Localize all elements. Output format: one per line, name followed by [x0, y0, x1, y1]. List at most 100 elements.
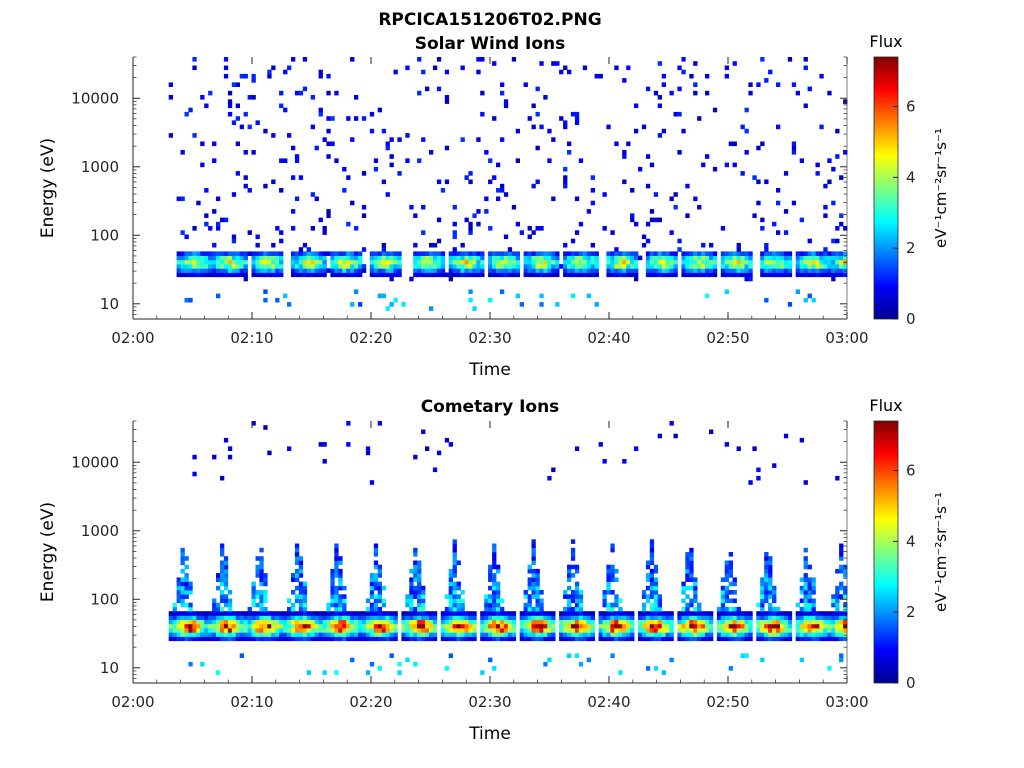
heatmap-cell	[496, 251, 501, 256]
heatmap-cell	[334, 564, 339, 570]
heatmap-cell	[456, 255, 461, 261]
heatmap-cell	[448, 581, 453, 587]
heatmap-cell	[835, 594, 840, 599]
heatmap-cell	[693, 619, 698, 625]
heatmap-cell	[787, 255, 793, 261]
heatmap-cell	[168, 95, 173, 100]
heatmap-cell	[626, 255, 631, 261]
heatmap-cell	[413, 560, 418, 566]
heatmap-cell	[602, 459, 607, 464]
heatmap-cell	[787, 628, 793, 633]
heatmap-cell	[227, 111, 233, 117]
heatmap-cell	[594, 272, 599, 278]
heatmap-cell	[231, 632, 237, 637]
heatmap-cell	[460, 628, 465, 633]
heatmap-cell	[827, 90, 832, 96]
heatmap-cell	[567, 268, 572, 273]
heatmap-cell	[673, 111, 678, 117]
heatmap-cell	[338, 268, 343, 273]
heatmap-cell	[787, 632, 793, 637]
heatmap-cell	[563, 65, 568, 71]
heatmap-cell	[578, 259, 584, 265]
heatmap-cell	[184, 623, 189, 629]
heatmap-cell	[709, 251, 714, 256]
heatmap-cell	[764, 179, 769, 185]
heatmap-cell	[267, 259, 272, 265]
heatmap-cell	[578, 255, 584, 261]
heatmap-cell	[559, 611, 564, 616]
heatmap-cell	[586, 251, 591, 256]
heatmap-cell	[795, 619, 800, 625]
heatmap-cell	[452, 247, 457, 252]
y-tick-label: 100	[90, 590, 119, 608]
heatmap-cell	[235, 632, 240, 637]
heatmap-cell	[531, 183, 536, 189]
colorbar-gradient	[873, 420, 899, 684]
heatmap-cell	[712, 107, 718, 113]
heatmap-cell	[705, 90, 710, 96]
heatmap-cell	[188, 255, 193, 261]
heatmap-cell	[196, 611, 201, 616]
heatmap-cell	[472, 272, 477, 278]
heatmap-cell	[598, 628, 603, 633]
heatmap-cell	[574, 619, 580, 625]
heatmap-cell	[188, 107, 193, 113]
heatmap-cell	[220, 577, 225, 582]
heatmap-cell	[251, 632, 256, 637]
heatmap-cell	[488, 179, 493, 185]
heatmap-cell	[208, 226, 213, 231]
heatmap-cell	[606, 272, 611, 278]
heatmap-cell	[460, 590, 465, 595]
heatmap-cell	[456, 598, 461, 604]
heatmap-cell	[275, 268, 280, 273]
heatmap-cell	[255, 264, 260, 269]
heatmap-cell	[180, 230, 185, 235]
heatmap-cell	[318, 628, 323, 633]
heatmap-cell	[452, 568, 457, 574]
heatmap-cell	[827, 619, 832, 625]
heatmap-cell	[677, 238, 682, 244]
heatmap-cell	[330, 577, 335, 582]
heatmap-cell	[843, 251, 848, 256]
heatmap-cell	[693, 606, 698, 612]
heatmap-cell	[444, 628, 450, 633]
heatmap-cell	[279, 188, 284, 193]
heatmap-cell	[196, 272, 201, 278]
heatmap-cell	[212, 268, 217, 273]
heatmap-cell	[705, 619, 710, 625]
heatmap-cell	[681, 272, 686, 278]
heatmap-cell	[251, 628, 256, 633]
heatmap-cell	[768, 272, 773, 278]
heatmap-cell	[263, 636, 268, 642]
heatmap-cell	[302, 259, 308, 265]
heatmap-cell	[334, 268, 339, 273]
heatmap-cell	[208, 259, 213, 265]
heatmap-cell	[444, 69, 450, 75]
heatmap-cell	[432, 242, 438, 248]
heatmap-cell	[653, 217, 659, 223]
heatmap-cell	[590, 623, 595, 629]
heatmap-cell	[389, 259, 394, 265]
heatmap-cell	[283, 293, 288, 299]
heatmap-cell	[780, 611, 785, 616]
heatmap-cell	[582, 251, 588, 256]
heatmap-cell	[279, 632, 284, 637]
heatmap-cell	[622, 615, 627, 620]
heatmap-cell	[653, 632, 659, 637]
heatmap-cell	[689, 251, 694, 256]
heatmap-cell	[831, 615, 836, 620]
heatmap-cell	[523, 632, 528, 637]
heatmap-cell	[405, 623, 410, 629]
heatmap-cell	[618, 272, 623, 278]
heatmap-cell	[626, 251, 631, 256]
heatmap-cell	[685, 564, 690, 570]
heatmap-cell	[314, 255, 319, 261]
heatmap-cell	[492, 268, 497, 273]
heatmap-cell	[839, 615, 844, 620]
heatmap-cell	[492, 259, 497, 265]
heatmap-cell	[176, 611, 181, 616]
heatmap-cell	[389, 636, 394, 642]
heatmap-cell	[606, 606, 611, 612]
heatmap-cell	[350, 657, 355, 663]
